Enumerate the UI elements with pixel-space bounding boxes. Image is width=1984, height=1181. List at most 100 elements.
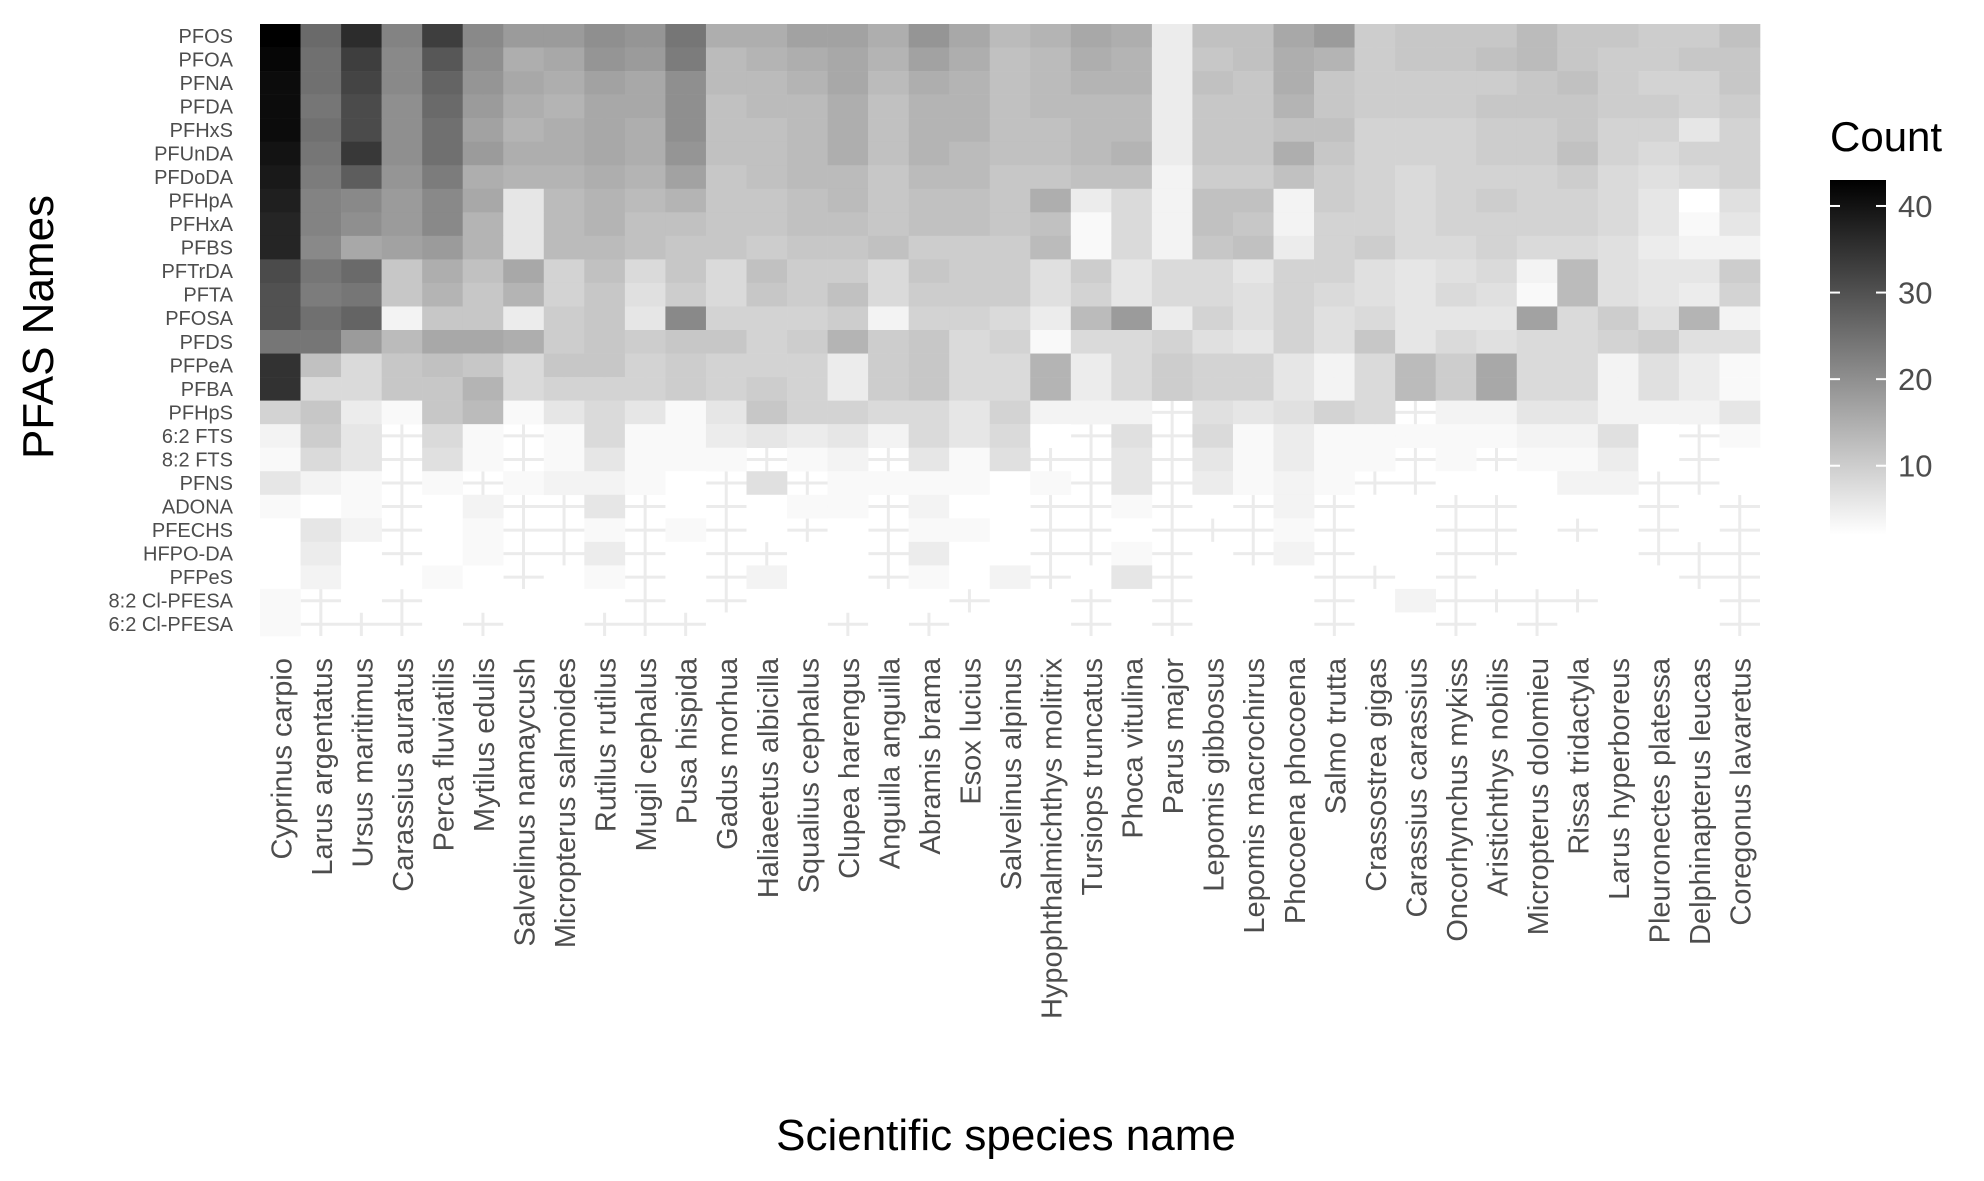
heatmap-cell: PFHpS / Coregonus lavaretus: 6 — [1719, 400, 1761, 425]
heatmap-cell: PFHxS / Lepomis gibbosus: 11 — [1192, 118, 1234, 142]
heatmap-cell: PFBA / Rutilus rutilus: 9 — [584, 377, 626, 401]
heatmap-cell: 6:2 Cl-PFESA / Micropterus salmoides: 2 — [543, 612, 585, 637]
legend-tick-labels: 10 20 30 40 — [1830, 189, 1932, 484]
heatmap-cell: PFOSA / Esox lucius: 9 — [949, 306, 991, 331]
heatmap-cell: PFOS / Salvelinus alpinus: 13 — [989, 24, 1031, 48]
heatmap-cell: PFBA / Pusa hispida: 10 — [665, 377, 707, 401]
heatmap-cell: PFHxA / Salvelinus namaycush: 6 — [503, 212, 545, 237]
heatmap-cell: HFPO-DA / Micropterus dolomieu: 2 — [1516, 541, 1558, 566]
heatmap-cell: PFDS / Salvelinus namaycush: 15 — [503, 330, 545, 354]
heatmap-cell: PFPeA / Anguilla anguilla: 10 — [868, 353, 909, 378]
heatmap-cell: PFHpA / Perca fluviatilis: 21 — [422, 188, 464, 213]
heatmap-cell: 6:2 FTS / Micropterus dolomieu: 4 — [1516, 424, 1558, 448]
heatmap-cell: PFBS / Gadus morhua: 11 — [705, 235, 747, 260]
heatmap-cell: PFDS / Delphinapterus leucas: 7 — [1678, 330, 1720, 354]
heatmap-cell: PFBA / Pleuronectes platessa: 7 — [1638, 377, 1680, 401]
heatmap-cell: PFTA / Micropterus dolomieu: 3 — [1516, 282, 1558, 307]
heatmap-cell: PFTA / Abramis brama: 10 — [908, 282, 950, 307]
heatmap-cell: PFBA / Ursus maritimus: 8 — [341, 377, 382, 401]
heatmap-cell: PFDoDA / Coregonus lavaretus: 9 — [1719, 165, 1761, 190]
heatmap-cell: 8:2 Cl-PFESA / Lepomis gibbosus: 2 — [1192, 588, 1234, 613]
heatmap-cell: PFNS / Lepomis macrochirus: 3 — [1232, 471, 1274, 496]
heatmap-cell: PFHpA / Phocoena phocoena: 4 — [1273, 188, 1315, 213]
heatmap-cell: PFPeS / Rutilus rutilus: 3 — [584, 565, 626, 590]
heatmap-cell: PFBS / Cyprinus carpio: 37 — [260, 235, 301, 260]
heatmap-cell: PFOA / Oncorhynchus mykiss: 11 — [1435, 47, 1477, 72]
heatmap-cell: PFTrDA / Salvelinus alpinus: 10 — [989, 259, 1031, 284]
heatmap-cell: PFTA / Esox lucius: 10 — [949, 282, 991, 307]
heatmap-cell: PFECHS / Phocoena phocoena: 3 — [1273, 518, 1315, 543]
heatmap-cell: PFNA / Parus major: 5 — [1151, 71, 1193, 95]
heatmap-cell: PFDoDA / Pusa hispida: 17 — [665, 165, 707, 190]
heatmap-cell: PFBA / Aristichthys nobilis: 16 — [1476, 377, 1518, 401]
heatmap-cell: PFPeA / Rutilus rutilus: 11 — [584, 353, 626, 378]
heatmap-cell: PFBA / Carassius carassius: 13 — [1395, 377, 1436, 401]
heatmap-cell: PFHxA / Esox lucius: 12 — [949, 212, 991, 237]
heatmap-cell: PFPeA / Larus hyperboreus: 4 — [1597, 353, 1639, 378]
heatmap-cell: 6:2 FTS / Salvelinus alpinus: 8 — [989, 424, 1031, 448]
y-tick-label: ADONA — [162, 497, 234, 519]
heatmap-cell: 8:2 FTS / Mugil cephalus: 3 — [624, 447, 666, 472]
heatmap-cell: PFOA / Pusa hispida: 23 — [665, 47, 707, 72]
heatmap-cell: PFUnDA / Lepomis gibbosus: 11 — [1192, 141, 1234, 166]
x-tick-label: Salmo trutta — [1320, 657, 1352, 814]
heatmap-cell: PFTA / Haliaeetus albicilla: 11 — [746, 282, 788, 307]
heatmap-cell: PFDS / Phocoena phocoena: 9 — [1273, 330, 1315, 354]
legend-colorbar — [1830, 180, 1886, 535]
heatmap-cell: PFTrDA / Squalius cephalus: 10 — [787, 259, 828, 284]
heatmap-cell: PFHxA / Cyprinus carpio: 37 — [260, 212, 301, 237]
heatmap-cell: PFNA / Mugil cephalus: 16 — [624, 71, 666, 95]
heatmap-cell: PFHpS / Rutilus rutilus: 8 — [584, 400, 626, 425]
heatmap-cell: ADONA / Haliaeetus albicilla: 2 — [746, 494, 788, 519]
heatmap-cell: 6:2 FTS / Pusa hispida: 3 — [665, 424, 707, 448]
heatmap-cell: PFDS / Salmo trutta: 7 — [1314, 330, 1355, 354]
heatmap-cell: PFPeS / Carassius carassius: 2 — [1395, 565, 1436, 590]
heatmap-cell: PFBA / Abramis brama: 11 — [908, 377, 950, 401]
heatmap-cell: PFHxS / Rissa tridactyla: 11 — [1557, 118, 1599, 142]
heatmap-cell: 8:2 FTS / Salvelinus alpinus: 7 — [989, 447, 1031, 472]
y-tick-label: PFDoDA — [154, 167, 234, 189]
heatmap-cell: PFNA / Rissa tridactyla: 12 — [1557, 71, 1599, 95]
heatmap-cell: PFPeA / Cyprinus carpio: 35 — [260, 353, 301, 378]
heatmap-cell: PFUnDA / Ursus maritimus: 34 — [341, 141, 382, 166]
heatmap-cell: PFHxA / Lepomis macrochirus: 11 — [1232, 212, 1274, 237]
heatmap-cell: PFBS / Hypophthalmichthys molitrix: 13 — [1030, 235, 1072, 260]
heatmap-cell: PFHpA / Hypophthalmichthys molitrix: 15 — [1030, 188, 1072, 213]
heatmap-cell: PFHxA / Phocoena phocoena: 4 — [1273, 212, 1315, 237]
heatmap-cell: PFDS / Crassostrea gigas: 11 — [1354, 330, 1396, 354]
heatmap-cell: 8:2 Cl-PFESA / Lepomis macrochirus: 2 — [1232, 588, 1274, 613]
heatmap-cell: PFTrDA / Gadus morhua: 8 — [705, 259, 747, 284]
x-tick-label: Pleuronectes platessa — [1645, 657, 1677, 943]
legend-tick-label: 40 — [1898, 189, 1932, 224]
heatmap-cell: PFOSA / Lepomis macrochirus: 7 — [1232, 306, 1274, 331]
heatmap-cell: PFBA / Micropterus salmoides: 9 — [543, 377, 585, 401]
heatmap-cell: PFHxS / Salmo trutta: 12 — [1314, 118, 1355, 142]
heatmap-cell: ADONA / Phoca vitulina: 3 — [1111, 494, 1153, 519]
heatmap-cell: 6:2 FTS / Hypophthalmichthys molitrix: 2 — [1030, 424, 1072, 448]
heatmap-cell: PFBA / Salmo trutta: 4 — [1314, 377, 1355, 401]
y-tick-label: 8:2 Cl-PFESA — [109, 591, 234, 613]
heatmap-cell: PFECHS / Micropterus dolomieu: 2 — [1516, 518, 1558, 543]
heatmap-cell: PFOSA / Mytilus edulis: 11 — [462, 306, 504, 331]
heatmap-cell: PFNS / Coregonus lavaretus: 2 — [1719, 471, 1761, 496]
heatmap-cell: PFTA / Pusa hispida: 10 — [665, 282, 707, 307]
x-tick-label: Oncorhynchus mykiss — [1442, 658, 1474, 942]
heatmap-cell: PFHpA / Clupea harengus: 13 — [827, 188, 869, 213]
heatmap-cell: 8:2 Cl-PFESA / Anguilla anguilla: 2 — [868, 588, 909, 613]
heatmap-cell: PFHpA / Lepomis macrochirus: 12 — [1232, 188, 1274, 213]
heatmap-cell: PFDS / Parus major: 9 — [1151, 330, 1193, 354]
heatmap-cell: PFHxS / Larus argentatus: 25 — [300, 118, 342, 142]
heatmap-cell: PFTA / Squalius cephalus: 10 — [787, 282, 828, 307]
heatmap-cell: PFBA / Phoca vitulina: 8 — [1111, 377, 1153, 401]
heatmap-cell: PFECHS / Carassius carassius: 2 — [1395, 518, 1436, 543]
heatmap-cell: PFDoDA / Rutilus rutilus: 15 — [584, 165, 626, 190]
heatmap-cell: PFPeA / Haliaeetus albicilla: 9 — [746, 353, 788, 378]
heatmap-cell: PFHpS / Clupea harengus: 9 — [827, 400, 869, 425]
heatmap-cell: PFHxS / Mugil cephalus: 15 — [624, 118, 666, 142]
heatmap-cell: ADONA / Phocoena phocoena: 4 — [1273, 494, 1315, 519]
heatmap-cell: PFNS / Esox lucius: 3 — [949, 471, 991, 496]
heatmap-cell: PFNS / Salvelinus alpinus: 2 — [989, 471, 1031, 496]
heatmap-cell: PFHxS / Mytilus edulis: 17 — [462, 118, 504, 142]
heatmap-cell: PFDoDA / Anguilla anguilla: 11 — [868, 165, 909, 190]
heatmap-cell: PFNA / Mytilus edulis: 19 — [462, 71, 504, 95]
